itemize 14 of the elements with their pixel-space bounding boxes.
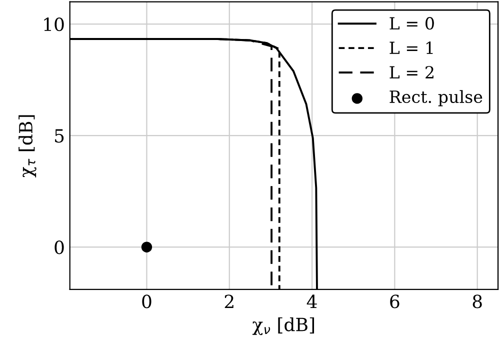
- legend-label: L = 0: [390, 17, 434, 30]
- y-tick-label: 5: [55, 129, 64, 143]
- y-tick-label: 10: [44, 18, 64, 32]
- legend-label: L = 1: [390, 42, 433, 54]
- y-axis-title: χ$_{τ}$ [dB]: [18, 115, 36, 178]
- x-tick-label: 0: [142, 294, 152, 308]
- x-tick-label: 8: [472, 294, 482, 308]
- y-tick-label: 0: [54, 240, 64, 254]
- x-tick-label: 6: [390, 294, 400, 308]
- x-tick-label: 2: [224, 294, 234, 308]
- x-tick-label: 4: [306, 294, 317, 308]
- legend-label: Rect. pulse: [390, 90, 482, 106]
- legend-label: L = 2: [390, 66, 434, 78]
- x-axis-title: χ$_{ν}$ [dB]: [252, 317, 314, 336]
